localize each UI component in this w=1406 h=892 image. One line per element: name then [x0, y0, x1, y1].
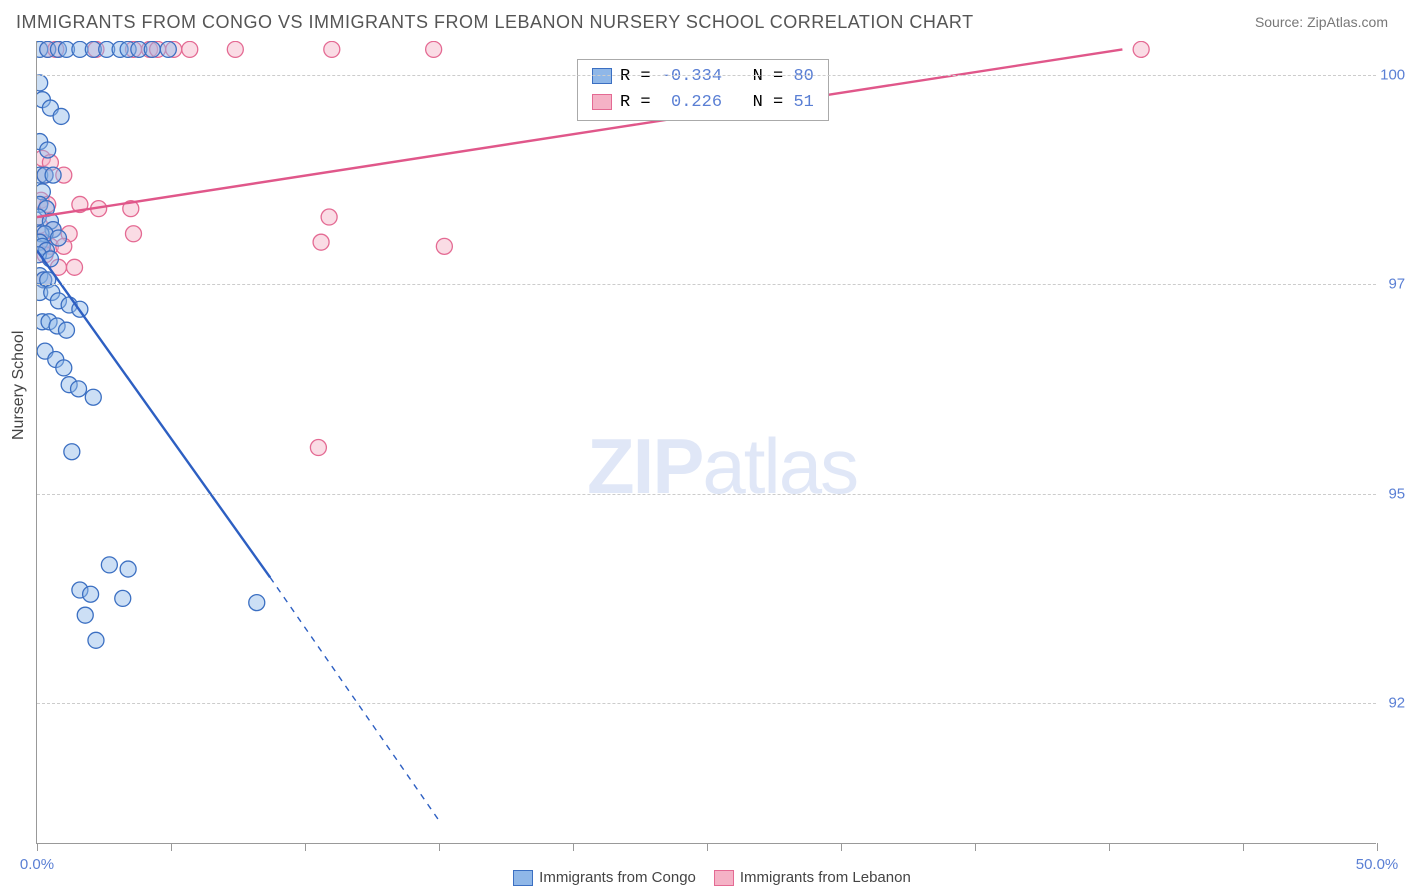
- legend-label-congo: Immigrants from Congo: [539, 869, 696, 886]
- x-tick: [841, 843, 842, 851]
- gridline: [37, 703, 1376, 704]
- y-tick-label: 95.0%: [1388, 485, 1406, 502]
- bottom-legend: Immigrants from Congo Immigrants from Leb…: [0, 869, 1406, 886]
- x-tick: [1243, 843, 1244, 851]
- x-tick: [37, 843, 38, 851]
- chart-title: IMMIGRANTS FROM CONGO VS IMMIGRANTS FROM…: [16, 12, 974, 33]
- legend-label-lebanon: Immigrants from Lebanon: [740, 869, 911, 886]
- correlation-stats-legend: R = -0.334 N = 80 R = 0.226 N = 51: [577, 59, 829, 121]
- gridline: [37, 284, 1376, 285]
- y-axis-title: Nursery School: [10, 331, 28, 440]
- legend-swatch: [592, 94, 612, 110]
- legend-swatch-lebanon: [714, 870, 734, 886]
- legend-swatch-congo: [513, 870, 533, 886]
- y-tick-label: 97.5%: [1388, 276, 1406, 293]
- source-attribution: Source: ZipAtlas.com: [1255, 14, 1388, 30]
- x-tick: [707, 843, 708, 851]
- x-tick: [439, 843, 440, 851]
- x-tick: [1377, 843, 1378, 851]
- gridline: [37, 75, 1376, 76]
- stats-text: R = 0.226 N = 51: [620, 93, 814, 112]
- legend-swatch: [592, 68, 612, 84]
- stats-row-lebanon: R = 0.226 N = 51: [592, 90, 814, 116]
- stats-row-congo: R = -0.334 N = 80: [592, 64, 814, 90]
- x-tick: [171, 843, 172, 851]
- stats-text: R = -0.334 N = 80: [620, 67, 814, 86]
- x-tick: [1109, 843, 1110, 851]
- x-tick: [975, 843, 976, 851]
- x-tick: [573, 843, 574, 851]
- chart-svg: [37, 41, 1377, 844]
- plot-area: R = -0.334 N = 80R = 0.226 N = 51 ZIPatl…: [36, 41, 1376, 844]
- x-tick: [305, 843, 306, 851]
- gridline: [37, 494, 1376, 495]
- y-tick-label: 92.5%: [1388, 695, 1406, 712]
- y-tick-label: 100.0%: [1380, 66, 1406, 83]
